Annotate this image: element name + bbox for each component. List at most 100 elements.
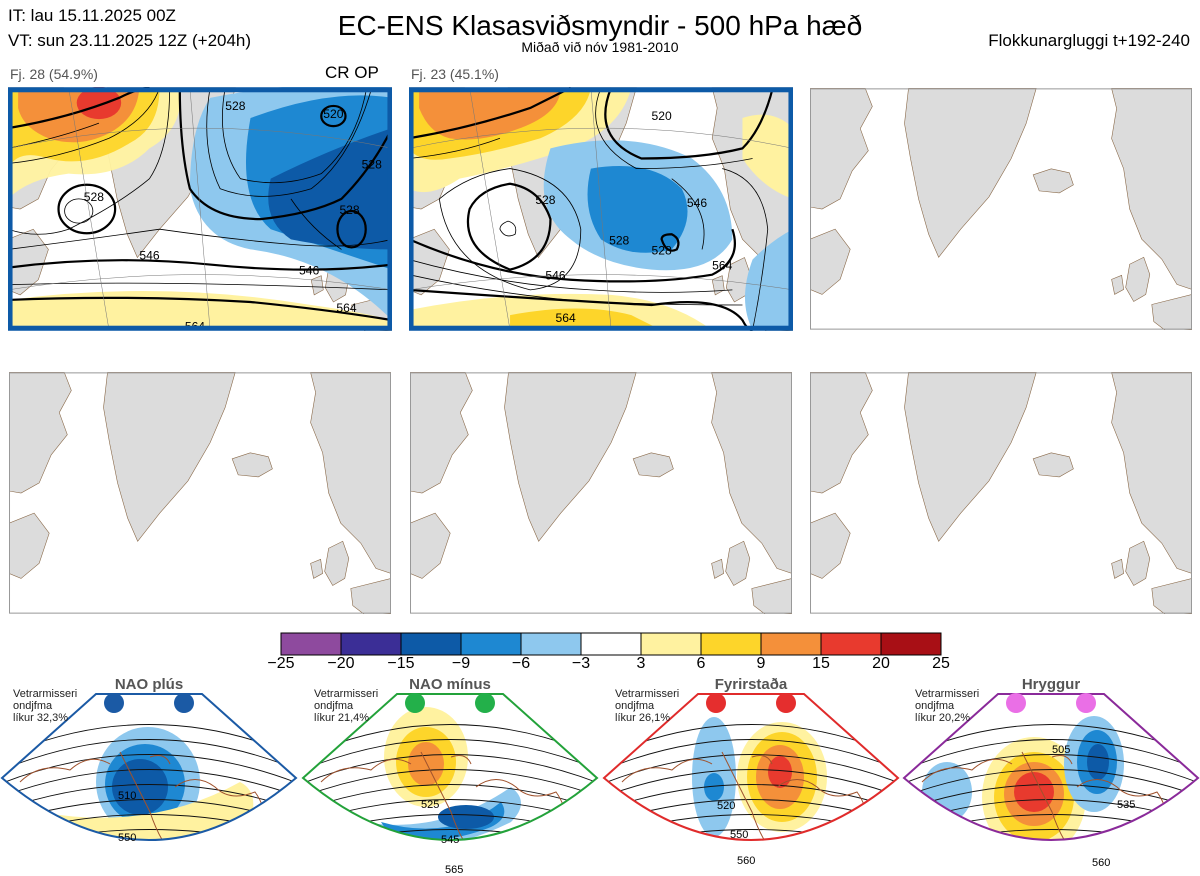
contour-label: 546 <box>545 269 565 283</box>
cluster-map-4 <box>9 372 391 614</box>
height-contour <box>902 845 1200 867</box>
colorbar-tick-label: 3 <box>636 655 646 672</box>
sector-border <box>902 693 1200 841</box>
colorbar-tick-label: −9 <box>451 655 471 672</box>
contour-label: 564 <box>712 259 732 273</box>
regime-dot <box>174 693 194 713</box>
cluster-map-3 <box>810 88 1192 330</box>
colorbar-swatch <box>820 632 882 656</box>
height-contour <box>604 769 898 802</box>
anomaly-region <box>704 773 724 801</box>
regime-probability-note: Vetrarmisseri ondjfma líkur 20,2% <box>915 688 980 724</box>
regime-dot <box>104 693 124 713</box>
contour-label: 525 <box>421 799 440 811</box>
height-contour <box>2 739 296 776</box>
regime-map <box>602 693 900 841</box>
regime-map <box>902 693 1200 871</box>
colorbar-swatch <box>520 632 582 656</box>
anomaly-region <box>438 805 494 829</box>
valid-time: VT: sun 23.11.2025 12Z (+204h) <box>8 31 252 50</box>
colorbar-swatch <box>400 632 462 656</box>
colorbar-swatch <box>580 632 642 656</box>
cluster-map-2: 520 528 528 528 546 546 564 564 <box>409 87 793 331</box>
height-contour <box>303 739 597 776</box>
regime-title: Hryggur <box>1021 676 1081 693</box>
anomaly-region <box>1014 772 1054 812</box>
contour-label: 564 <box>556 311 576 325</box>
chart-subtitle: Miðað við nóv 1981-2010 <box>521 39 679 55</box>
colorbar <box>280 632 942 656</box>
colorbar-swatch <box>700 632 762 656</box>
contour-label: 505 <box>1052 744 1071 756</box>
colorbar-tick-label: 9 <box>756 655 766 672</box>
height-contour <box>2 829 296 840</box>
colorbar-tick-label: −15 <box>387 655 415 672</box>
contour-label: 535 <box>1117 799 1136 811</box>
sector-border <box>301 693 599 841</box>
contour-label: 550 <box>730 829 749 841</box>
contour-label: 560 <box>737 855 756 867</box>
height-contour <box>303 829 597 840</box>
cluster-map-6 <box>810 372 1192 614</box>
regime-dot <box>1076 693 1096 713</box>
height-contour <box>0 845 298 867</box>
height-contour <box>301 845 599 867</box>
contour-label: 528 <box>225 99 245 113</box>
regime-map <box>301 693 599 867</box>
contour-label: 564 <box>336 301 356 315</box>
contour-label: 564 <box>185 319 205 331</box>
contour-label: 520 <box>652 109 672 123</box>
colorbar-tick-label: −25 <box>267 655 295 672</box>
regime-probability-note: Vetrarmisseri ondjfma líkur 21,4% <box>314 688 379 724</box>
regime-probability-note: Vetrarmisseri ondjfma líkur 32,3% <box>13 688 78 724</box>
anomaly-region <box>922 762 972 822</box>
height-contour <box>604 739 898 776</box>
contour-label: 560 <box>1092 857 1111 869</box>
sector-border <box>0 693 298 841</box>
colorbar-tick-label: 25 <box>932 655 950 672</box>
contour-label: 545 <box>441 834 460 846</box>
colorbar-tick-label: −6 <box>511 655 531 672</box>
regime-title: NAO plús <box>114 676 184 693</box>
height-contour <box>303 769 597 802</box>
contour-label: 546 <box>299 264 319 278</box>
anomaly-region <box>112 759 168 815</box>
regime-title: Fyrirstaða <box>714 676 788 693</box>
contour-label: 510 <box>118 790 137 802</box>
contour-label: 550 <box>118 832 137 844</box>
colorbar-tick-label: −20 <box>327 655 355 672</box>
regime-dot <box>776 693 796 713</box>
contour-label: 528 <box>609 233 629 247</box>
cluster-map-5 <box>410 372 792 614</box>
contour-label: 528 <box>652 243 672 257</box>
chart-title: EC-ENS Klasasviðsmyndir - 500 hPa hæð <box>337 10 863 41</box>
contour-label: 565 <box>445 864 464 876</box>
regime-map <box>0 693 298 867</box>
height-contour <box>902 860 1200 871</box>
regime-dot <box>475 693 495 713</box>
sector-border <box>602 693 900 841</box>
colorbar-tick-label: 15 <box>812 655 830 672</box>
height-contour <box>904 829 1198 840</box>
contour-label: 546 <box>139 249 159 263</box>
cluster-map-1: 528 520 528 528 546 546 564 564 528 <box>8 87 392 331</box>
initial-time: IT: lau 15.11.2025 00Z <box>8 6 176 25</box>
colorbar-tick-label: −3 <box>571 655 591 672</box>
anomaly-region <box>408 742 444 786</box>
contour-label: 520 <box>717 800 736 812</box>
colorbar-swatch <box>760 632 822 656</box>
contour-label: 546 <box>687 196 707 210</box>
contour-label: 528 <box>535 193 555 207</box>
height-contour <box>904 769 1198 802</box>
height-contour <box>604 829 898 840</box>
regime-dot <box>405 693 425 713</box>
control-run-marker: CR OP <box>325 63 379 82</box>
anomaly-region <box>768 756 792 788</box>
regime-title: NAO mínus <box>409 676 491 693</box>
cluster-label: Fj. 23 (45.1%) <box>411 66 499 82</box>
colorbar-tick-label: 6 <box>696 655 706 672</box>
contour-label: 520 <box>323 107 343 121</box>
anomaly-region <box>1014 861 1046 870</box>
colorbar-tick-label: 20 <box>872 655 890 672</box>
regime-dot <box>1006 693 1026 713</box>
